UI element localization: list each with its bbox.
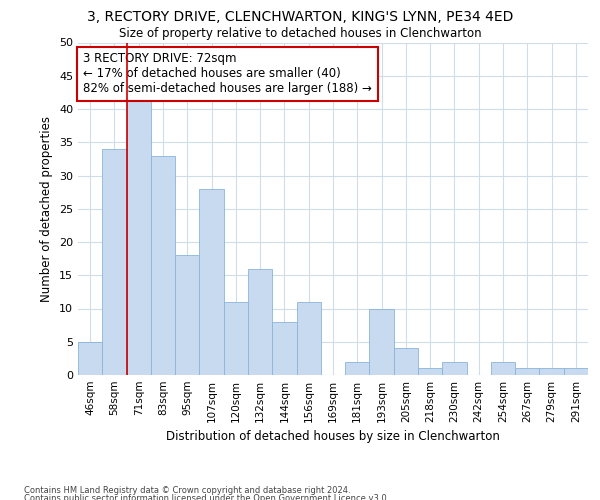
Bar [151, 156, 175, 375]
Bar [175, 256, 199, 375]
Bar [418, 368, 442, 375]
Text: Contains public sector information licensed under the Open Government Licence v3: Contains public sector information licen… [24, 494, 389, 500]
Bar [272, 322, 296, 375]
Bar [78, 342, 102, 375]
Bar [564, 368, 588, 375]
X-axis label: Distribution of detached houses by size in Clenchwarton: Distribution of detached houses by size … [166, 430, 500, 444]
Text: 3 RECTORY DRIVE: 72sqm
← 17% of detached houses are smaller (40)
82% of semi-det: 3 RECTORY DRIVE: 72sqm ← 17% of detached… [83, 52, 372, 96]
Bar [394, 348, 418, 375]
Bar [539, 368, 564, 375]
Bar [515, 368, 539, 375]
Bar [345, 362, 370, 375]
Bar [491, 362, 515, 375]
Bar [442, 362, 467, 375]
Bar [248, 268, 272, 375]
Bar [102, 149, 127, 375]
Text: Size of property relative to detached houses in Clenchwarton: Size of property relative to detached ho… [119, 28, 481, 40]
Bar [199, 189, 224, 375]
Bar [127, 96, 151, 375]
Y-axis label: Number of detached properties: Number of detached properties [40, 116, 53, 302]
Bar [370, 308, 394, 375]
Text: Contains HM Land Registry data © Crown copyright and database right 2024.: Contains HM Land Registry data © Crown c… [24, 486, 350, 495]
Text: 3, RECTORY DRIVE, CLENCHWARTON, KING'S LYNN, PE34 4ED: 3, RECTORY DRIVE, CLENCHWARTON, KING'S L… [87, 10, 513, 24]
Bar [224, 302, 248, 375]
Bar [296, 302, 321, 375]
